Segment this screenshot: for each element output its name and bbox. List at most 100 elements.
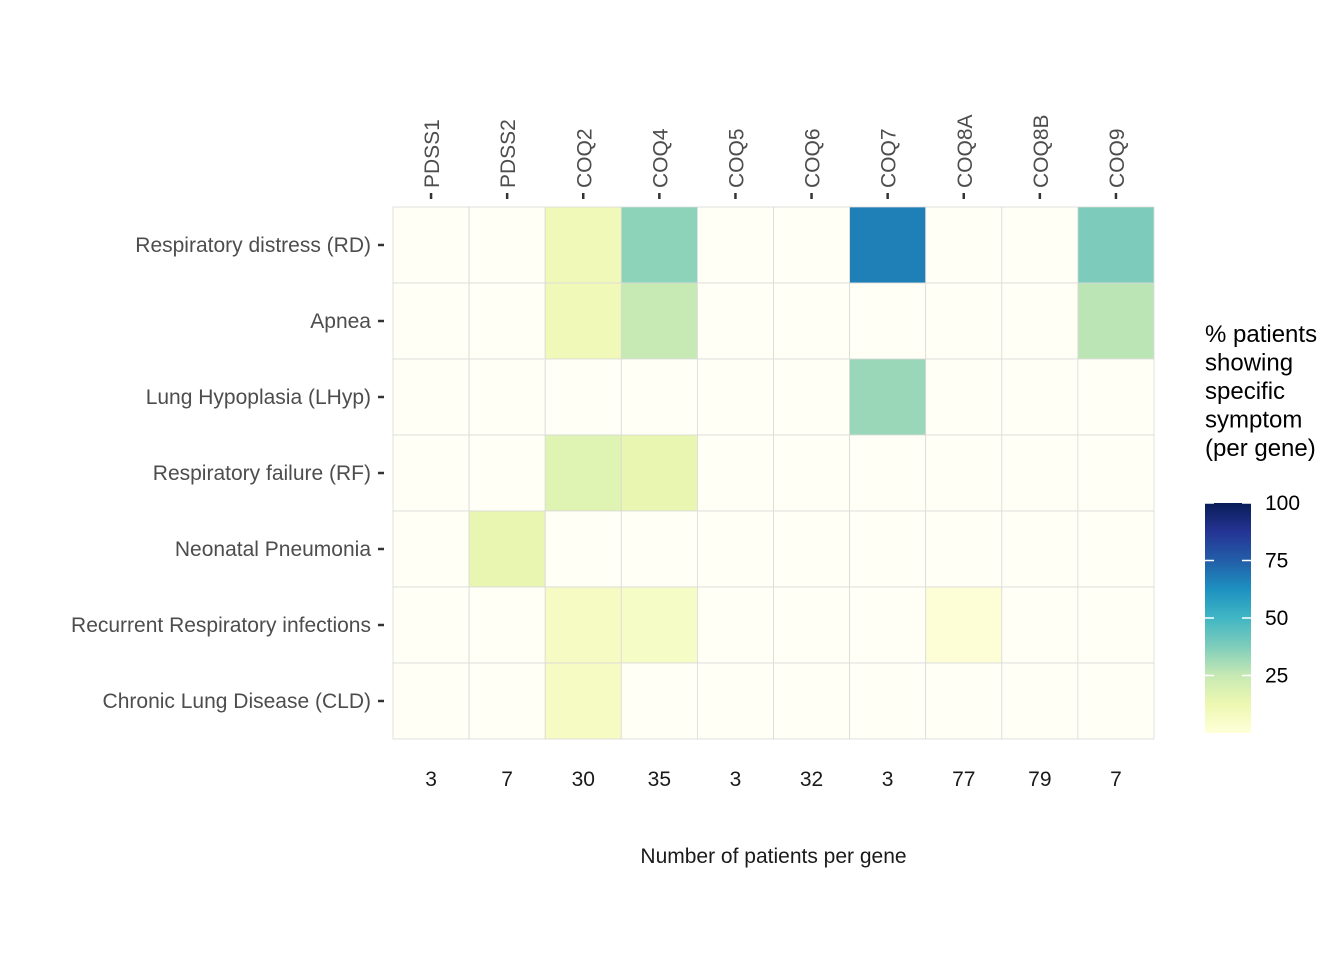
heatmap-cell [925, 510, 1003, 588]
heatmap-cell [1001, 510, 1079, 588]
heatmap-cell [849, 662, 927, 740]
heatmap-cell [544, 586, 622, 664]
heatmap-cell [468, 282, 546, 360]
heatmap-cell [544, 662, 622, 740]
heatmap-cell [773, 510, 850, 588]
heatmap-cell [697, 206, 774, 284]
heatmap-cell [925, 358, 1003, 436]
heatmap-cell [849, 282, 927, 360]
heatmap-cell [392, 662, 470, 740]
legend-tick-label: 50 [1265, 607, 1288, 630]
heatmap-cell [392, 510, 470, 588]
heatmap-cell [468, 358, 546, 436]
heatmap-cell [1077, 586, 1155, 664]
heatmap-cell [620, 434, 698, 512]
legend-title-line: showing [1205, 350, 1293, 377]
heatmap-cell [925, 206, 1003, 284]
legend-title-line: % patients [1205, 321, 1317, 348]
heatmap-cell [468, 434, 546, 512]
heatmap-cell [773, 586, 850, 664]
heatmap-cell [849, 510, 927, 588]
heatmap-cell [1001, 282, 1079, 360]
heatmap-cell [620, 206, 698, 284]
heatmap-cell [1077, 662, 1155, 740]
heatmap-cell [468, 510, 546, 588]
heatmap-cell [1077, 282, 1155, 360]
heatmap-cell [1077, 510, 1155, 588]
heatmap-cell [392, 206, 470, 284]
heatmap-cell [697, 586, 774, 664]
gene-label: PDSS2 [497, 119, 520, 188]
heatmap-cell [773, 282, 850, 360]
gene-label: COQ8B [1030, 114, 1053, 188]
heatmap-cell [925, 586, 1003, 664]
gene-label: COQ6 [802, 128, 825, 188]
heatmap-cell [697, 510, 774, 588]
heatmap-cell [392, 434, 470, 512]
legend-tick-label: 25 [1265, 665, 1288, 688]
patient-count-label: 35 [648, 768, 671, 791]
heatmap-cell [392, 282, 470, 360]
heatmap-cell [1001, 662, 1079, 740]
heatmap-cell [849, 434, 927, 512]
legend-tick-label: 100 [1265, 492, 1300, 515]
heatmap-cell [468, 586, 546, 664]
patient-count-label: 3 [882, 768, 894, 791]
heatmap-cell [1001, 586, 1079, 664]
legend-title-line: specific [1205, 378, 1285, 405]
heatmap-cell [620, 662, 698, 740]
heatmap-cell [544, 510, 622, 588]
heatmap-cell [773, 662, 850, 740]
heatmap-cell [620, 358, 698, 436]
patient-count-label: 7 [1110, 768, 1122, 791]
heatmap-cell [697, 282, 774, 360]
heatmap-cell [468, 206, 546, 284]
heatmap-cell [1077, 434, 1155, 512]
symptom-label: Recurrent Respiratory infections [71, 614, 371, 637]
heatmap-cell [544, 358, 622, 436]
heatmap-cell [697, 434, 774, 512]
patient-count-label: 79 [1028, 768, 1051, 791]
x-axis-title: Number of patients per gene [640, 845, 906, 868]
gene-label: COQ9 [1106, 128, 1129, 188]
symptom-label: Chronic Lung Disease (CLD) [103, 690, 371, 713]
heatmap-cell [849, 358, 927, 436]
gene-label: PDSS1 [421, 119, 444, 188]
heatmap-cell [544, 434, 622, 512]
symptom-label: Respiratory failure (RF) [153, 462, 371, 485]
symptom-label: Lung Hypoplasia (LHyp) [146, 386, 371, 409]
patient-count-label: 77 [952, 768, 975, 791]
heatmap-cell [849, 586, 927, 664]
heatmap-cell [392, 586, 470, 664]
patient-count-label: 32 [800, 768, 823, 791]
heatmap-cell [544, 206, 622, 284]
symptom-label: Neonatal Pneumonia [175, 538, 371, 561]
heatmap-cell [468, 662, 546, 740]
heatmap-cell [1077, 358, 1155, 436]
patient-count-label: 3 [425, 768, 437, 791]
heatmap-cell [1077, 206, 1155, 284]
heatmap-cell [1001, 206, 1079, 284]
heatmap-cell [773, 358, 850, 436]
patient-count-label: 3 [730, 768, 742, 791]
symptom-label: Apnea [310, 310, 371, 333]
heatmap-cell [849, 206, 927, 284]
heatmap-cell [620, 586, 698, 664]
heatmap-cell [392, 358, 470, 436]
heatmap-cell [620, 282, 698, 360]
gene-label: COQ5 [725, 128, 748, 188]
legend-title-line: symptom [1205, 407, 1302, 434]
legend-tick-label: 75 [1265, 550, 1288, 573]
heatmap-cell [620, 510, 698, 588]
heatmap-cell [544, 282, 622, 360]
gene-label: COQ2 [573, 128, 596, 188]
heatmap-cell [697, 358, 774, 436]
gene-label: COQ8A [954, 114, 977, 188]
patient-count-label: 30 [572, 768, 595, 791]
gene-label: COQ4 [649, 128, 672, 188]
legend-title-line: (per gene) [1205, 435, 1316, 462]
heatmap-cell [925, 662, 1003, 740]
gene-label: COQ7 [878, 128, 901, 188]
heatmap-cell [773, 434, 850, 512]
